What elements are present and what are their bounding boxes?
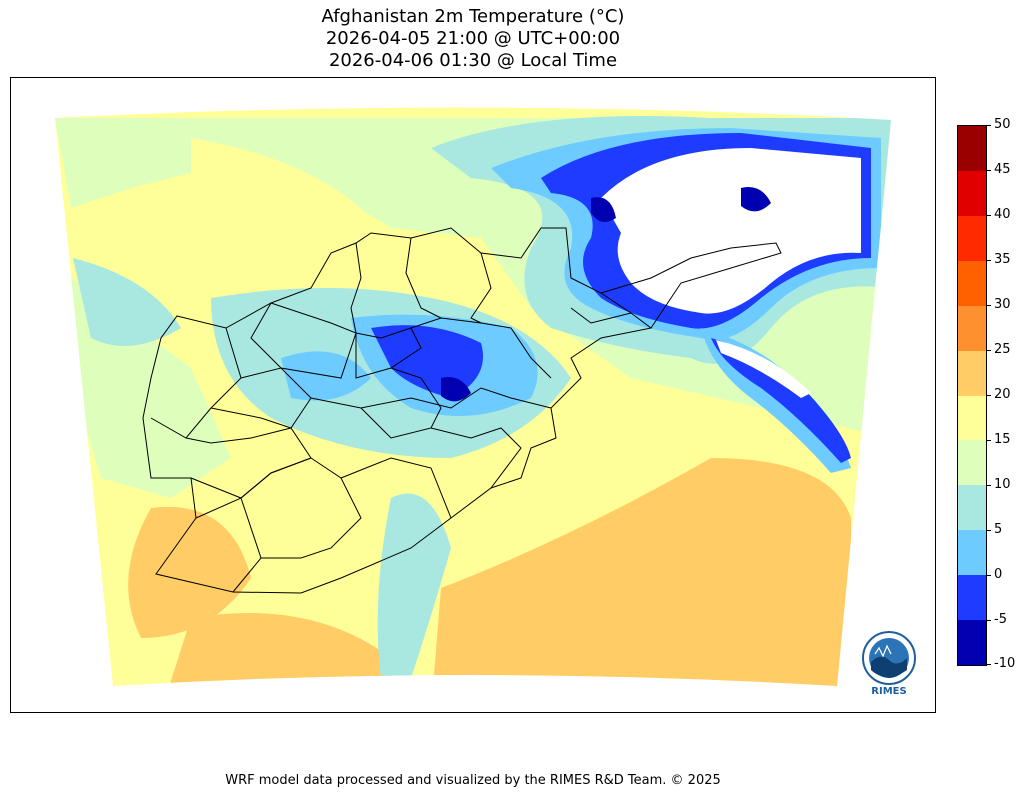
colorbar-segment-5-10 <box>958 485 986 531</box>
colorbar-tick-label: 5 <box>994 522 1003 537</box>
colorbar-segment-40-45 <box>958 170 986 216</box>
colorbar-tick-label: 45 <box>994 162 1011 177</box>
field-below-minus5-cell-2 <box>591 197 616 222</box>
colorbar-tick-label: -10 <box>994 656 1016 671</box>
field-below-minus10-himalaya <box>716 340 811 398</box>
colorbar <box>957 125 987 666</box>
footer-credit: WRF model data processed and visualized … <box>225 773 721 788</box>
field-below-minus5-cell <box>741 187 771 212</box>
title-line-2: 2026-04-05 21:00 @ UTC+00:00 <box>325 28 621 49</box>
colorbar-segment-30-35 <box>958 260 986 306</box>
province-16 <box>570 307 632 324</box>
colorbar-tick-label: 35 <box>994 252 1011 267</box>
colorbar-tick-label: 30 <box>994 297 1011 312</box>
colorbar-segment-35-40 <box>958 215 986 261</box>
province-7 <box>195 497 262 593</box>
field-5-10-west <box>73 258 181 346</box>
field-below-minus10-karakoram <box>601 148 861 314</box>
field-5-10-valley <box>377 493 451 678</box>
province-13 <box>350 242 362 334</box>
title-line-1: Afghanistan 2m Temperature (°C) <box>321 6 625 27</box>
colorbar-segment-15-20 <box>958 395 986 441</box>
colorbar-segment-25-30 <box>958 305 986 351</box>
province-2 <box>355 327 422 379</box>
province-4 <box>210 367 312 429</box>
province-1 <box>250 302 357 379</box>
wakhan-region-border <box>600 242 782 329</box>
rimes-logo-icon <box>862 631 916 685</box>
temperature-field <box>55 107 891 686</box>
colorbar-segment-10-15 <box>958 440 986 486</box>
colorbar-tick-label: -5 <box>994 612 1007 627</box>
province-15 <box>360 367 442 439</box>
colorbar-segment-minus10-minus5 <box>958 620 986 666</box>
title-line-3: 2026-04-06 01:30 @ Local Time <box>328 50 618 71</box>
country-boundaries <box>142 227 782 594</box>
field-below-minus5-hindukush <box>441 377 471 402</box>
colorbar-tick-label: 40 <box>994 207 1011 222</box>
map-area <box>10 77 936 713</box>
colorbar-ticks: 50 45 40 35 30 25 20 15 10 5 0 -5 -10 <box>986 117 1026 671</box>
temperature-map <box>55 107 891 686</box>
rimes-logo: RIMES <box>855 630 923 700</box>
colorbar-tick-label: 15 <box>994 432 1011 447</box>
colorbar-segment-minus5-0 <box>958 575 986 621</box>
province-11 <box>470 252 492 324</box>
province-12 <box>405 237 442 319</box>
rimes-logo-text: RIMES <box>871 686 907 697</box>
colorbar-segment-0-5 <box>958 530 986 576</box>
province-6 <box>240 457 362 559</box>
colorbar-tick-label: 20 <box>994 387 1011 402</box>
province-10 <box>410 317 552 379</box>
colorbar-tick-label: 50 <box>994 117 1011 132</box>
field-minus5-0-himalaya <box>711 338 851 463</box>
field-20-25-south <box>161 613 391 686</box>
field-15-20-north <box>191 138 371 241</box>
colorbar-tick-label: 25 <box>994 342 1011 357</box>
province-14 <box>430 427 522 489</box>
field-20-25-southwest <box>128 506 251 638</box>
afghanistan-border <box>142 227 653 594</box>
map-title: Afghanistan 2m Temperature (°C) 2026-04-… <box>10 6 936 72</box>
colorbar-tick-label: 10 <box>994 477 1011 492</box>
colorbar-segment-20-25 <box>958 350 986 396</box>
colorbar-segment-45-50 <box>958 126 986 171</box>
province-8 <box>340 457 452 519</box>
field-20-25-southeast <box>431 458 851 686</box>
colorbar-tick-label: 0 <box>994 567 1003 582</box>
